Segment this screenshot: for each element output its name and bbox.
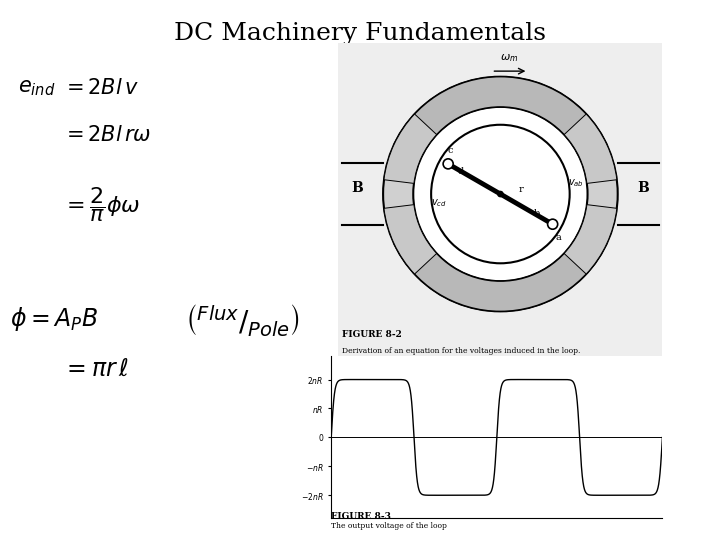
Circle shape bbox=[383, 77, 618, 312]
Text: FIGURE 8-2: FIGURE 8-2 bbox=[342, 330, 402, 339]
Wedge shape bbox=[564, 205, 617, 274]
Text: a: a bbox=[555, 233, 561, 242]
Circle shape bbox=[497, 191, 504, 198]
Text: B: B bbox=[637, 181, 649, 195]
Circle shape bbox=[413, 107, 588, 281]
Text: $= \pi r\,\ell$: $= \pi r\,\ell$ bbox=[62, 358, 129, 381]
Wedge shape bbox=[564, 114, 617, 184]
Text: $e_{ind}$: $e_{ind}$ bbox=[18, 78, 55, 98]
Text: B: B bbox=[351, 181, 364, 195]
Text: d: d bbox=[457, 167, 464, 176]
Text: $\omega_m$: $\omega_m$ bbox=[500, 52, 518, 64]
Text: $\phi = A_P B$: $\phi = A_P B$ bbox=[10, 305, 98, 333]
Text: $v_{cd}$: $v_{cd}$ bbox=[431, 197, 447, 209]
Text: c: c bbox=[448, 146, 453, 155]
Text: b: b bbox=[534, 209, 540, 218]
Text: $\left(^{Flux}/_{Pole}\right)$: $\left(^{Flux}/_{Pole}\right)$ bbox=[185, 302, 300, 338]
Text: $v_{ab}$: $v_{ab}$ bbox=[568, 177, 585, 189]
Text: $= 2Bl\,r\omega$: $= 2Bl\,r\omega$ bbox=[62, 125, 151, 145]
Text: Derivation of an equation for the voltages induced in the loop.: Derivation of an equation for the voltag… bbox=[342, 347, 580, 355]
Wedge shape bbox=[384, 205, 436, 274]
Text: r: r bbox=[518, 185, 523, 194]
Circle shape bbox=[443, 159, 453, 169]
Circle shape bbox=[431, 125, 570, 264]
Wedge shape bbox=[384, 114, 436, 184]
Text: $= 2Bl\,v$: $= 2Bl\,v$ bbox=[62, 78, 139, 98]
Text: The output voltage of the loop: The output voltage of the loop bbox=[331, 522, 447, 530]
Text: $=\dfrac{2}{\pi}\phi\omega$: $=\dfrac{2}{\pi}\phi\omega$ bbox=[62, 185, 140, 224]
Circle shape bbox=[548, 219, 558, 229]
Text: DC Machinery Fundamentals: DC Machinery Fundamentals bbox=[174, 22, 546, 45]
Circle shape bbox=[498, 191, 503, 197]
Text: FIGURE 8-3: FIGURE 8-3 bbox=[331, 512, 391, 522]
Wedge shape bbox=[394, 77, 607, 157]
Wedge shape bbox=[394, 231, 607, 312]
